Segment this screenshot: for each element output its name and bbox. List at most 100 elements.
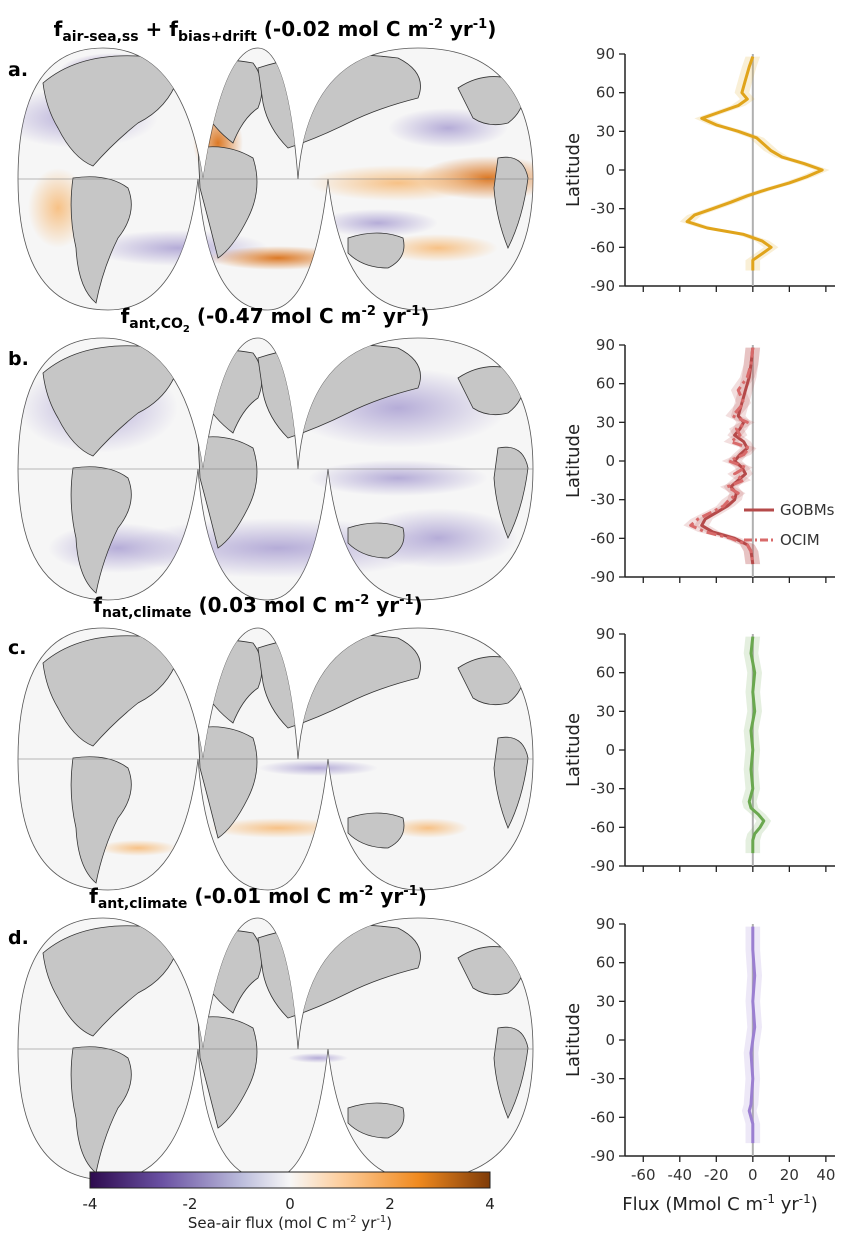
series-line <box>747 636 766 854</box>
series-line <box>747 926 757 1144</box>
series-line <box>685 56 824 271</box>
y-axis-label: Latitude <box>563 133 584 207</box>
landmass <box>493 736 529 829</box>
map-panel-c <box>17 627 534 891</box>
profile-xlabel: Flux (Mmol C m-1 yr-1) <box>622 1192 818 1215</box>
x-tick-label: 40 <box>816 1166 835 1184</box>
panel-d-title: fant,climate (-0.01 mol C m-2 yr-1) <box>89 884 427 912</box>
colorbar-label: Sea-air flux (mol C m-2 yr-1) <box>188 1214 392 1232</box>
y-tick-label: 60 <box>596 375 615 393</box>
landmass <box>42 345 179 457</box>
panel-d-label: d. <box>8 927 29 949</box>
y-tick-label: -30 <box>591 1070 616 1088</box>
flux-anomaly <box>358 508 518 568</box>
flux-anomaly <box>388 818 468 838</box>
x-tick-label: -20 <box>704 1166 729 1184</box>
colorbar: -4 -2 0 2 4 Sea-air flux (mol C m-2 yr-1… <box>83 1171 495 1232</box>
x-tick-label: -60 <box>631 1166 656 1184</box>
colorbar-tick: -4 <box>83 1195 98 1213</box>
y-tick-label: 90 <box>596 625 615 643</box>
panel-a-label: a. <box>8 59 28 81</box>
profile-panel-c: 90 60 30 0 -30 -60 -90 Latitude <box>563 625 835 875</box>
profile-panel-a: 90 60 30 0 -30 -60 -90 Latitude <box>563 45 835 295</box>
flux-anomaly <box>308 165 488 201</box>
y-tick-label: 60 <box>596 954 615 972</box>
profile-panel-b: 90 60 30 0 -30 -60 -90 Latitude GOBMs OCIM <box>563 336 835 586</box>
map-panel-b <box>17 337 534 601</box>
landmass <box>42 925 179 1037</box>
y-tick-label: 0 <box>605 452 615 470</box>
legend-entry: OCIM <box>780 531 820 549</box>
svg-text:fnat,climate (0.03 mol C m-2: fnat,climate (0.03 mol C m-2 yr-1) <box>93 593 422 621</box>
svg-text:fant,climate (-0.01 mol C m-2: fant,climate (-0.01 mol C m-2 yr-1) <box>89 884 427 912</box>
flux-anomaly <box>258 760 378 776</box>
y-tick-label: -60 <box>591 1108 616 1126</box>
y-tick-label: -60 <box>591 238 616 256</box>
landmass <box>42 55 179 167</box>
y-tick-label: -60 <box>591 529 616 547</box>
y-tick-label: -30 <box>591 491 616 509</box>
flux-anomaly <box>98 840 178 856</box>
y-axis-label: Latitude <box>563 424 584 498</box>
landmass <box>493 156 529 249</box>
y-tick-label: 30 <box>596 702 615 720</box>
flux-anomaly <box>318 209 438 237</box>
flux-anomaly <box>288 1053 348 1063</box>
flux-anomaly <box>308 460 488 496</box>
series-band <box>683 347 761 565</box>
flux-anomaly <box>208 246 348 270</box>
colorbar-tick: 4 <box>485 1195 495 1213</box>
landmass <box>493 1026 529 1119</box>
landmass <box>70 176 132 304</box>
y-tick-label: -90 <box>591 277 616 295</box>
y-tick-label: 90 <box>596 915 615 933</box>
y-tick-label: 90 <box>596 336 615 354</box>
landmass <box>70 756 132 884</box>
landmass <box>493 446 529 539</box>
flux-anomaly <box>378 234 498 262</box>
y-tick-label: 30 <box>596 992 615 1010</box>
y-tick-label: 0 <box>605 741 615 759</box>
y-tick-label: -30 <box>591 780 616 798</box>
panel-a-title: fair-sea,ss + fbias+drift (-0.02 mol C m… <box>54 17 497 45</box>
landmass <box>197 436 258 549</box>
y-tick-label: 60 <box>596 84 615 102</box>
y-tick-label: 0 <box>605 1031 615 1049</box>
x-tick-label: 0 <box>748 1166 758 1184</box>
y-tick-label: 60 <box>596 664 615 682</box>
panel-b-title: fant,CO2 (-0.47 mol C m-2 yr-1) <box>121 304 430 335</box>
panel-c-label: c. <box>8 637 26 659</box>
colorbar-gradient <box>89 1171 491 1189</box>
landmass <box>42 635 179 747</box>
panel-b-label: b. <box>8 348 29 370</box>
y-axis-label: Latitude <box>563 713 584 787</box>
svg-text:fant,CO2 (-0.47 mol C m-2 yr-: fant,CO2 (-0.47 mol C m-2 yr-1) <box>121 304 430 335</box>
x-tick-label: 20 <box>780 1166 799 1184</box>
colorbar-tick: 2 <box>385 1195 395 1213</box>
y-tick-label: -90 <box>591 568 616 586</box>
flux-anomaly <box>208 818 348 838</box>
y-tick-label: -90 <box>591 857 616 875</box>
landmass <box>347 232 405 269</box>
series-band <box>741 636 772 854</box>
colorbar-tick: 0 <box>285 1195 295 1213</box>
y-tick-label: 0 <box>605 161 615 179</box>
colorbar-tick: -2 <box>183 1195 198 1213</box>
map-panel-a <box>17 47 534 311</box>
y-tick-label: -30 <box>591 200 616 218</box>
x-tick-label: -40 <box>668 1166 693 1184</box>
map-panel-d <box>17 917 534 1181</box>
landmass <box>347 1102 405 1139</box>
y-tick-label: 30 <box>596 122 615 140</box>
panel-c-title: fnat,climate (0.03 mol C m-2 yr-1) <box>93 593 422 621</box>
legend-entry: GOBMs <box>780 501 835 519</box>
landmass <box>70 466 132 594</box>
svg-text:fair-sea,ss + fbias+drift (-0.: fair-sea,ss + fbias+drift (-0.02 mol C m… <box>54 17 497 45</box>
landmass <box>347 812 405 849</box>
series-line <box>689 347 755 565</box>
landmass <box>70 1046 132 1174</box>
y-tick-label: -60 <box>591 818 616 836</box>
legend: GOBMs OCIM <box>744 501 835 549</box>
y-tick-label: 30 <box>596 413 615 431</box>
landmass <box>197 1016 258 1129</box>
